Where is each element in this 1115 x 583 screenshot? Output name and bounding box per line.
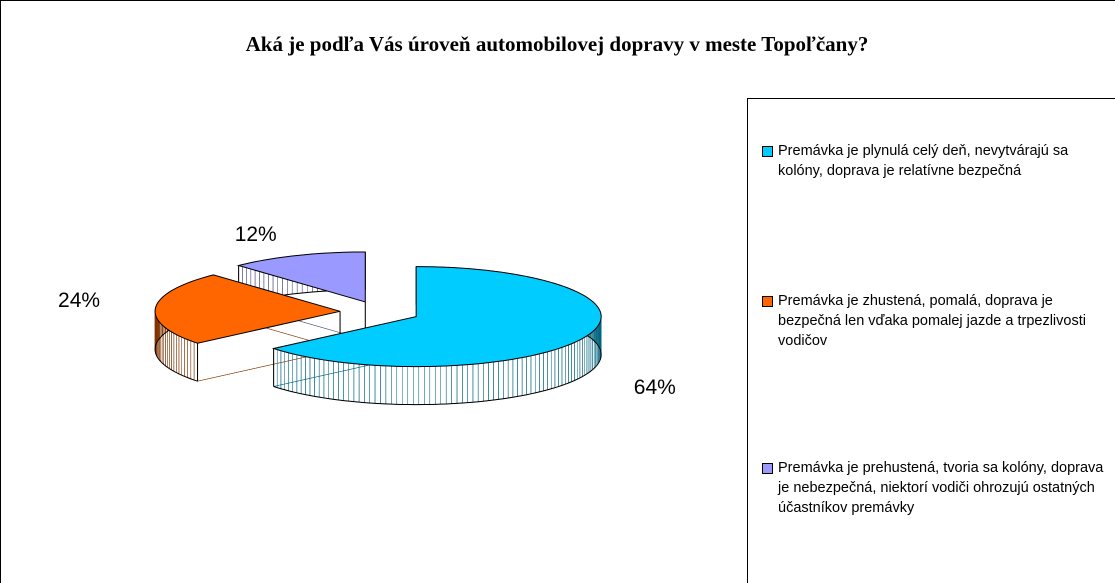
data-label: 12% (235, 223, 277, 246)
slice (236, 251, 366, 303)
legend-entry: Premávka je prehustená, tvoria sa kolóny… (762, 458, 1107, 518)
legend-entry: Premávka je plynulá celý deň, nevytváraj… (762, 141, 1107, 181)
legend-label: Premávka je plynulá celý deň, nevytváraj… (778, 143, 1069, 179)
legend: Premávka je plynulá celý deň, nevytváraj… (747, 98, 1115, 583)
slice (154, 274, 341, 344)
legend-label: Premávka je prehustená, tvoria sa kolóny… (778, 460, 1104, 516)
data-label: 64% (634, 376, 676, 399)
data-label: 24% (58, 289, 100, 312)
slice-edge (154, 274, 341, 382)
chart-title: Aká je podľa Vás úroveň automobilovej do… (246, 32, 869, 56)
legend-swatch (762, 463, 773, 474)
slice (271, 266, 602, 368)
legend-label: Premávka je zhustená, pomalá, doprava je… (778, 293, 1086, 349)
legend-swatch (762, 146, 773, 157)
legend-entry: Premávka je zhustená, pomalá, doprava je… (762, 291, 1107, 351)
legend-swatch (762, 296, 773, 307)
